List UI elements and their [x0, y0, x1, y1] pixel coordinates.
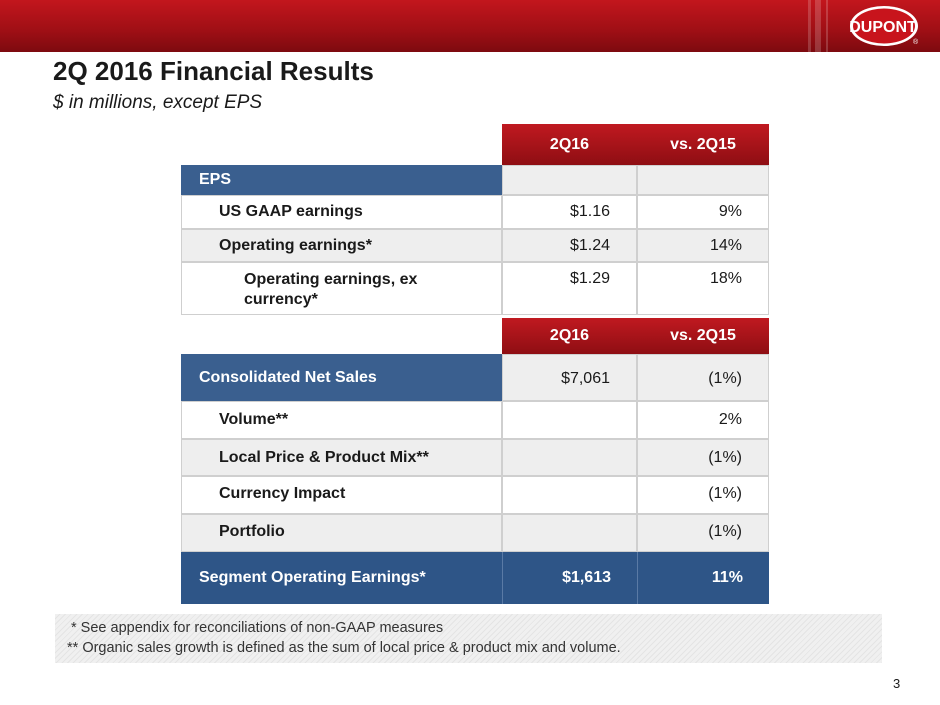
- sales-row-label: Currency Impact: [181, 476, 502, 514]
- eps-header-vs-2q15: vs. 2Q15: [637, 124, 769, 165]
- eps-section-label: EPS: [181, 165, 502, 195]
- eps-row-value: $1.16: [502, 195, 637, 229]
- svg-text:®: ®: [913, 38, 919, 46]
- eps-row-change: 18%: [637, 262, 769, 315]
- sales-row-change: (1%): [637, 476, 769, 514]
- sales-row-label: Volume**: [181, 401, 502, 439]
- sales-row-value: [502, 476, 637, 514]
- sales-row-value: [502, 439, 637, 476]
- eps-row-value: $1.24: [502, 229, 637, 262]
- sales-header-vs-2q15: vs. 2Q15: [637, 318, 769, 354]
- segment-earnings-label: Segment Operating Earnings*: [181, 552, 502, 604]
- eps-row-label: Operating earnings, ex currency*: [181, 262, 502, 315]
- sales-header-2q16: 2Q16: [502, 318, 637, 354]
- page-subtitle: $ in millions, except EPS: [53, 92, 263, 113]
- eps-row-label: Operating earnings*: [181, 229, 502, 262]
- sales-row-change: (1%): [637, 514, 769, 552]
- net-sales-change: (1%): [637, 354, 769, 401]
- sales-row-label: Local Price & Product Mix**: [181, 439, 502, 476]
- eps-section-change: [637, 165, 769, 195]
- dupont-logo: DUPONT ®: [848, 4, 920, 48]
- footnote-1: * See appendix for reconciliations of no…: [71, 620, 444, 636]
- segment-earnings-value: $1,613: [502, 552, 637, 604]
- page-title: 2Q 2016 Financial Results: [53, 56, 374, 86]
- net-sales-value: $7,061: [502, 354, 637, 401]
- eps-row-change: 9%: [637, 195, 769, 229]
- segment-earnings-change: 11%: [637, 552, 769, 604]
- logo-text: DUPONT: [849, 19, 917, 36]
- eps-row-change: 14%: [637, 229, 769, 262]
- sales-row-change: 2%: [637, 401, 769, 439]
- eps-row-value: $1.29: [502, 262, 637, 315]
- header-bar: DUPONT ®: [0, 0, 940, 52]
- footnotes: * See appendix for reconciliations of no…: [55, 614, 882, 663]
- footnote-2: ** Organic sales growth is defined as th…: [67, 640, 621, 656]
- eps-section-value: [502, 165, 637, 195]
- eps-row-label: US GAAP earnings: [181, 195, 502, 229]
- sales-row-value: [502, 514, 637, 552]
- sales-row-change: (1%): [637, 439, 769, 476]
- sales-row-label: Portfolio: [181, 514, 502, 552]
- sales-row-value: [502, 401, 637, 439]
- net-sales-label: Consolidated Net Sales: [181, 354, 502, 401]
- page-number: 3: [893, 676, 901, 691]
- eps-header-2q16: 2Q16: [502, 124, 637, 165]
